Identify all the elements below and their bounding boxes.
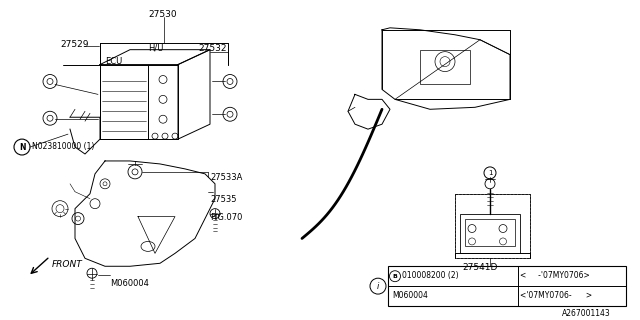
Text: 27535: 27535 [210,195,237,204]
Text: <'07MY0706-      >: <'07MY0706- > [520,291,592,300]
Bar [455,194,530,258]
Text: M060004: M060004 [392,291,428,300]
Text: FRONT: FRONT [52,260,83,269]
Bar [465,219,515,246]
Text: 27529: 27529 [60,40,88,49]
Text: 27532: 27532 [198,44,227,53]
Text: ECU: ECU [105,57,122,66]
Text: B: B [392,274,397,279]
Text: N023810000 (1): N023810000 (1) [32,142,94,151]
Text: 27530: 27530 [148,10,177,19]
Text: FIG.070: FIG.070 [210,212,243,222]
Text: <     -'07MY0706>: < -'07MY0706> [520,271,589,280]
Bar [455,194,530,258]
Text: M060004: M060004 [110,279,149,288]
Text: H/U: H/U [148,44,163,53]
Text: i: i [377,282,379,291]
Bar [460,214,520,253]
Text: N: N [19,142,25,152]
Bar [388,266,626,306]
Text: 1: 1 [488,170,492,176]
Bar [420,50,470,84]
Text: A267001143: A267001143 [562,309,611,318]
Text: 010008200 (2): 010008200 (2) [402,271,459,280]
Text: 27533A: 27533A [210,173,243,182]
Text: 27541D: 27541D [462,263,497,272]
